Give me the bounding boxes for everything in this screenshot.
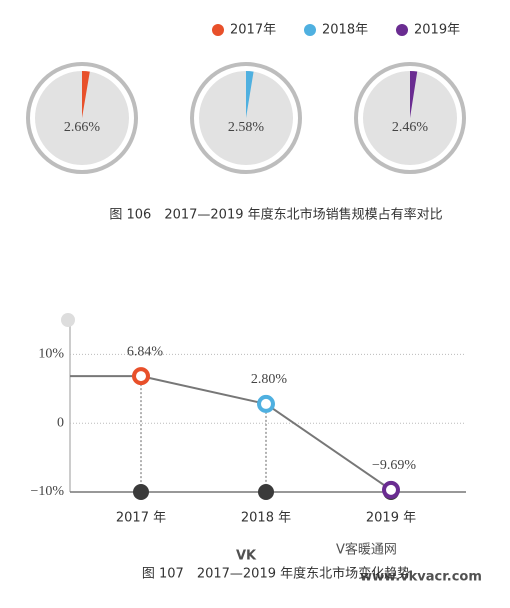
- watermark-name: V客暖通网: [336, 542, 397, 558]
- value-label: 6.84%: [127, 344, 164, 359]
- y-tick-label: −10%: [30, 484, 64, 499]
- legend-label: 2019年: [414, 23, 460, 38]
- legend-label: 2017年: [230, 23, 276, 38]
- value-label: −9.69%: [372, 458, 416, 473]
- pie-slice: [82, 71, 90, 118]
- x-tick-label: 2017 年: [116, 511, 166, 526]
- value-label: 2.66%: [64, 120, 101, 135]
- value-label: 2.58%: [228, 120, 265, 135]
- point: [132, 367, 150, 386]
- value-label: 2.46%: [392, 120, 429, 135]
- caption: 图 107 2017—2019 年度东北市场变化趋势: [142, 566, 410, 582]
- legend-label: 2018年: [322, 23, 368, 38]
- y-tick-label: 10%: [38, 347, 64, 362]
- axis-cap: [61, 313, 75, 327]
- legend-swatch: [396, 24, 408, 36]
- watermark-logo: VK: [236, 549, 257, 564]
- point: [257, 394, 275, 413]
- x-tick-label: 2019 年: [366, 511, 416, 526]
- value-label: 2.80%: [251, 372, 288, 387]
- x-tick-label: 2018 年: [241, 511, 291, 526]
- base-dot: [133, 484, 149, 500]
- caption: 图 106 2017—2019 年度东北市场销售规模占有率对比: [109, 207, 442, 223]
- pie-slice: [246, 71, 254, 118]
- legend-swatch: [304, 24, 316, 36]
- point: [382, 480, 400, 499]
- watermark-url: www.vkvacr.com: [360, 570, 482, 585]
- y-tick-label: 0: [57, 415, 64, 430]
- legend-swatch: [212, 24, 224, 36]
- pie-slice: [410, 71, 418, 118]
- base-dot: [258, 484, 274, 500]
